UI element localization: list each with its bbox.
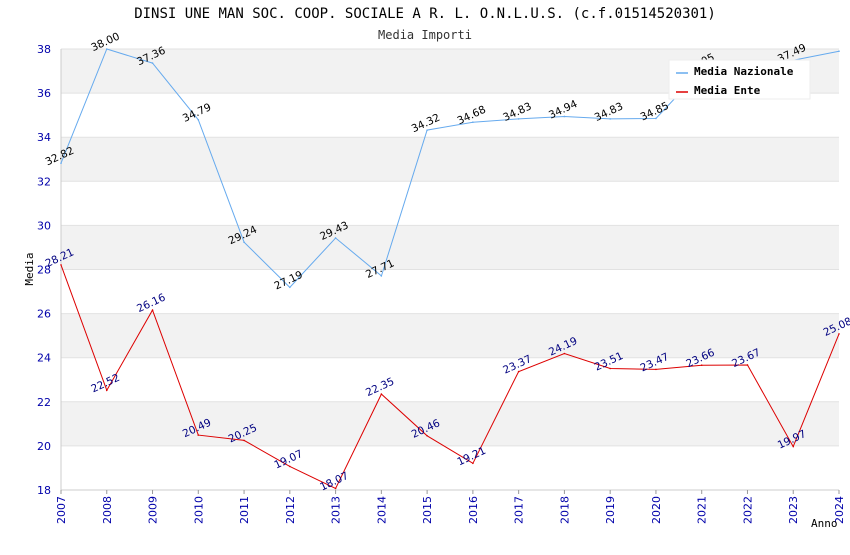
data-point-media-ente <box>655 368 657 371</box>
data-point-media-nazionale <box>563 115 566 118</box>
x-tick-label: 2009 <box>147 496 160 524</box>
y-tick-label: 38 <box>37 43 51 56</box>
series-line-media-ente <box>60 264 840 490</box>
x-tick-label: 2012 <box>284 496 297 524</box>
data-point-media-ente <box>426 434 428 437</box>
y-tick-label: 18 <box>37 484 51 497</box>
x-tick-label: 2007 <box>55 496 68 524</box>
data-point-media-nazionale <box>838 50 840 53</box>
x-tick-label: 2015 <box>421 496 434 524</box>
data-point-media-nazionale <box>655 117 657 120</box>
data-point-media-ente <box>105 389 108 392</box>
x-tick-label: 2008 <box>101 496 114 524</box>
gridlines <box>60 48 839 491</box>
x-tick-label: 2016 <box>467 496 480 524</box>
x-tick-label: 2017 <box>513 496 526 524</box>
y-tick-label: 28 <box>37 264 51 277</box>
y-tick-label: 20 <box>37 440 51 453</box>
x-tick-label: 2021 <box>696 496 709 524</box>
data-point-media-ente <box>289 465 291 468</box>
data-point-media-ente <box>197 434 200 436</box>
data-point-media-ente <box>151 309 154 311</box>
data-point-media-ente <box>243 439 245 442</box>
legend-box <box>668 59 811 100</box>
y-tick-label: 34 <box>37 131 51 144</box>
data-point-media-ente <box>563 352 566 355</box>
x-tick-label: 2024 <box>833 496 846 524</box>
data-point-media-nazionale <box>334 237 337 239</box>
data-point-media-ente <box>334 487 337 490</box>
data-point-media-ente <box>472 462 474 465</box>
x-tick-label: 2020 <box>650 496 663 524</box>
legend: Media Nazionale Media Ente <box>668 59 811 100</box>
data-point-media-nazionale <box>472 121 474 124</box>
data-point-media-nazionale <box>380 275 383 277</box>
y-tick-label: 22 <box>37 396 51 409</box>
data-point-media-nazionale <box>609 118 611 120</box>
y-axis-ticks: 18 20 22 24 26 28 30 32 34 36 38 <box>37 43 51 497</box>
data-point-media-ente <box>746 364 749 366</box>
x-tick-label: 2019 <box>604 496 617 524</box>
data-point-media-nazionale <box>243 241 245 243</box>
x-axis-label: Anno <box>811 517 838 530</box>
data-point-media-nazionale <box>197 118 200 121</box>
x-tick-label: 2014 <box>375 496 388 524</box>
y-axis-label: Media <box>23 252 36 285</box>
chart-title: DINSI UNE MAN SOC. COOP. SOCIALE A R. L.… <box>134 6 716 22</box>
data-point-media-ente <box>517 370 520 373</box>
y-tick-label: 30 <box>37 219 51 232</box>
grid-band <box>61 137 839 182</box>
x-axis-ticks: 2007 2008 2009 2010 2011 2012 2013 2014 2015 2016… <box>55 490 846 524</box>
data-point-media-nazionale <box>426 129 428 131</box>
x-tick-label: 2023 <box>787 496 800 524</box>
data-point-media-nazionale <box>151 62 154 64</box>
y-tick-label: 36 <box>37 87 51 100</box>
data-point-media-ente <box>380 393 383 395</box>
grid-band <box>61 225 839 270</box>
grid-band <box>61 401 839 446</box>
data-point-media-nazionale <box>60 162 62 165</box>
data-point-media-ente <box>838 333 840 335</box>
data-point-media-ente <box>60 264 62 266</box>
x-tick-label: 2011 <box>238 496 251 524</box>
data-point-media-nazionale <box>105 48 108 50</box>
x-tick-label: 2018 <box>558 496 571 524</box>
y-tick-label: 32 <box>37 175 51 188</box>
legend-label-media-nazionale: Media Nazionale <box>694 65 794 78</box>
data-point-media-ente <box>700 364 703 366</box>
data-point-media-nazionale <box>289 286 291 289</box>
y-tick-label: 26 <box>37 308 51 321</box>
data-point-media-ente <box>609 367 611 370</box>
y-tick-label: 24 <box>37 352 51 365</box>
grid-band <box>61 313 839 358</box>
chart-subtitle: Media Importi <box>378 28 472 42</box>
x-tick-label: 2010 <box>192 496 205 524</box>
data-point-media-ente <box>792 445 795 448</box>
data-point-media-nazionale <box>517 118 520 120</box>
x-tick-label: 2022 <box>741 496 754 524</box>
legend-label-media-ente: Media Ente <box>694 84 761 97</box>
x-tick-label: 2013 <box>330 496 343 524</box>
